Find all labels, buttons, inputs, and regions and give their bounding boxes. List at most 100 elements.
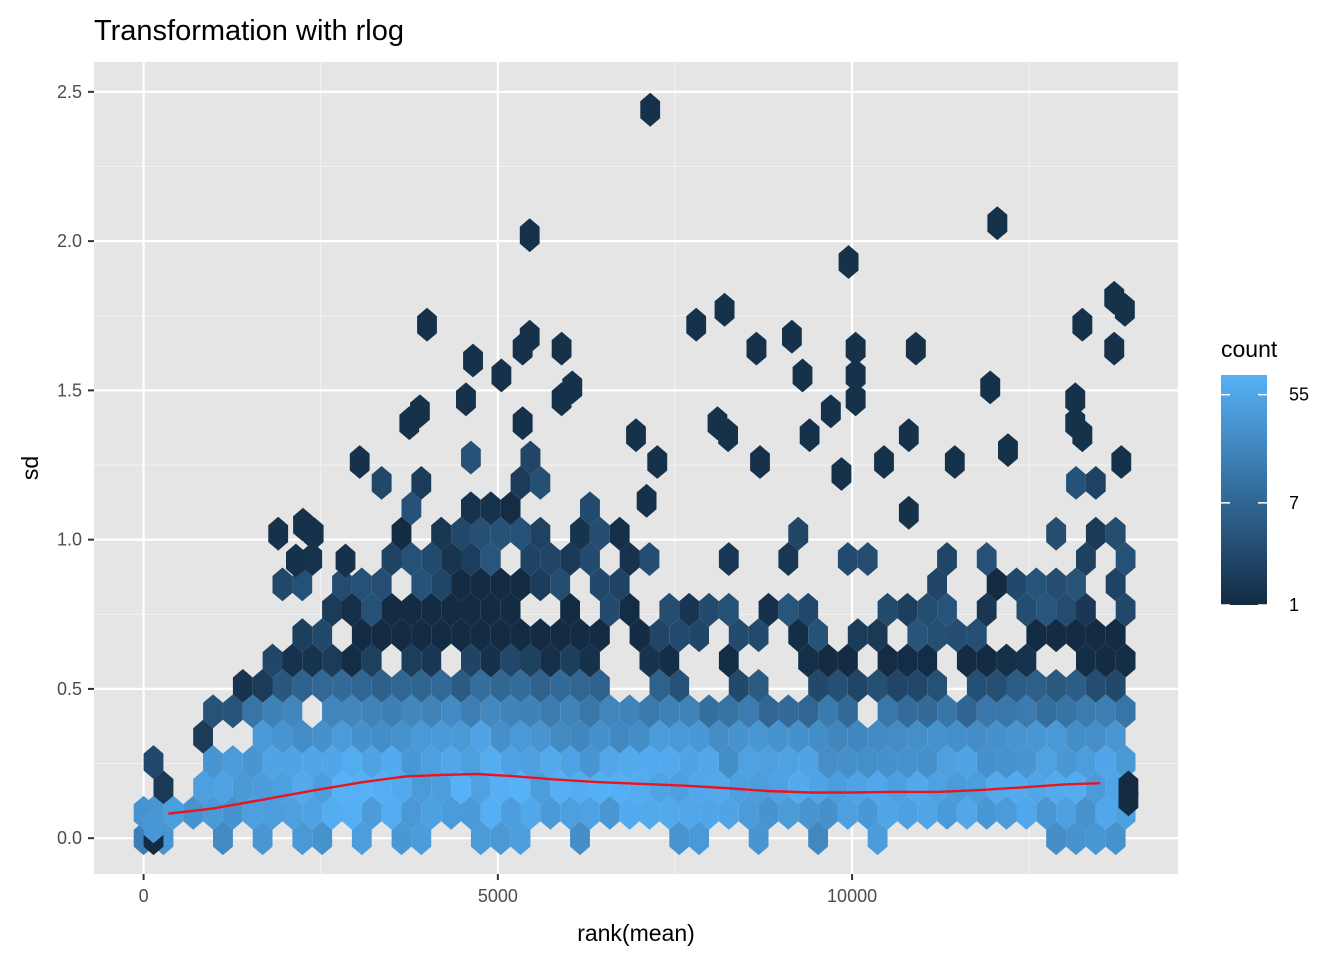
hex-bin bbox=[1095, 795, 1116, 830]
hex-bin bbox=[976, 745, 997, 779]
hex-bin bbox=[589, 719, 610, 754]
hex-bin bbox=[322, 795, 342, 830]
hex-bin bbox=[907, 669, 928, 703]
hex-bin-outlier bbox=[905, 331, 926, 366]
hex-bin bbox=[381, 542, 402, 576]
hex-bin bbox=[917, 795, 938, 830]
hex-bin bbox=[242, 795, 263, 830]
hex-bin bbox=[669, 618, 690, 653]
hex-bin bbox=[490, 669, 511, 703]
hex-bin-outlier bbox=[831, 457, 852, 491]
hex-bin bbox=[1036, 592, 1057, 627]
hex-bin bbox=[1046, 516, 1067, 551]
hex-bin bbox=[252, 821, 273, 856]
hex-bin bbox=[947, 770, 967, 805]
hex-bin bbox=[431, 567, 452, 602]
hex-bin bbox=[232, 669, 253, 703]
hex-bin bbox=[550, 618, 571, 653]
chart-title: Transformation with rlog bbox=[94, 15, 404, 47]
hex-bin-outlier bbox=[1114, 292, 1135, 327]
hex-bin bbox=[292, 669, 313, 703]
hex-bin bbox=[510, 719, 531, 754]
hex-bin-outlier bbox=[349, 445, 370, 479]
hex-bin bbox=[470, 516, 491, 551]
hex-bin-outlier bbox=[686, 307, 707, 342]
hex-bin bbox=[639, 795, 660, 830]
hex-bin bbox=[699, 745, 719, 779]
hex-bin bbox=[203, 795, 223, 830]
hex-bin bbox=[956, 694, 977, 729]
hex-bin bbox=[818, 694, 838, 729]
hex-bin-outlier bbox=[845, 382, 866, 417]
hex-bin bbox=[956, 745, 977, 779]
hex-bin bbox=[738, 795, 759, 830]
hex-bin bbox=[877, 643, 898, 678]
hex-bin bbox=[431, 719, 452, 754]
hex-bin bbox=[1085, 770, 1106, 805]
hex-bin-outlier bbox=[1072, 418, 1093, 453]
hex-bin bbox=[520, 745, 541, 779]
hex-bin bbox=[510, 821, 531, 856]
hex-bin bbox=[877, 592, 898, 627]
hex-bin bbox=[1016, 745, 1037, 779]
hex-bin bbox=[312, 719, 333, 754]
hex-bin bbox=[342, 694, 362, 729]
hex-bin bbox=[629, 618, 650, 653]
x-tick-label: 5000 bbox=[478, 886, 518, 906]
hex-bin bbox=[292, 719, 313, 754]
hex-bin bbox=[302, 795, 323, 830]
hex-bin bbox=[391, 821, 412, 856]
hex-bin bbox=[996, 694, 1017, 729]
hex-bin bbox=[609, 719, 630, 754]
hex-bin bbox=[1105, 719, 1126, 754]
hex-bin bbox=[322, 643, 342, 678]
hex-bin bbox=[857, 542, 878, 576]
hex-bin bbox=[520, 542, 541, 576]
hex-bin bbox=[808, 719, 828, 754]
hex-bin bbox=[589, 516, 610, 551]
hex-bin bbox=[758, 745, 779, 779]
hex-bin bbox=[510, 516, 531, 551]
hex-bin bbox=[530, 516, 551, 551]
hex-bin bbox=[1076, 694, 1096, 729]
hex-bin bbox=[580, 643, 600, 678]
hex-bin bbox=[1066, 770, 1086, 805]
hex-bin bbox=[976, 592, 997, 627]
hex-bin bbox=[927, 770, 947, 805]
hex-bin bbox=[589, 618, 610, 653]
hex-bin bbox=[818, 643, 838, 678]
hex-bin bbox=[659, 694, 680, 729]
hex-bin bbox=[718, 643, 739, 678]
hex-bin bbox=[1026, 567, 1047, 602]
hex-bin bbox=[818, 745, 838, 779]
hex-bin bbox=[292, 618, 313, 653]
hex-bin bbox=[560, 694, 580, 729]
hex-bin bbox=[351, 669, 372, 703]
hex-bin bbox=[966, 618, 987, 653]
hex-bin bbox=[560, 643, 580, 678]
hex-bin bbox=[222, 745, 243, 779]
hex-bin-outlier bbox=[640, 92, 661, 127]
hex-bin bbox=[411, 618, 432, 653]
hex-bin bbox=[1046, 770, 1067, 805]
hex-bin-outlier bbox=[820, 394, 841, 429]
y-axis-title: sd bbox=[17, 456, 43, 480]
hex-bin bbox=[937, 542, 957, 576]
hex-bin bbox=[451, 719, 471, 754]
hex-bin bbox=[361, 795, 382, 830]
hex-bin bbox=[589, 567, 610, 602]
hex-bin bbox=[411, 770, 432, 805]
hex-bin bbox=[768, 719, 789, 754]
hex-bin bbox=[470, 567, 491, 602]
hex-bin bbox=[262, 745, 283, 779]
x-axis: 0 5000 10000 bbox=[139, 874, 877, 906]
hex-bin bbox=[441, 745, 461, 779]
hex-bin bbox=[956, 795, 977, 830]
hex-bin bbox=[490, 719, 511, 754]
hex-bin bbox=[867, 669, 888, 703]
hex-bin bbox=[758, 694, 779, 729]
hex-bin bbox=[470, 770, 491, 805]
hex-bin bbox=[1016, 795, 1037, 830]
